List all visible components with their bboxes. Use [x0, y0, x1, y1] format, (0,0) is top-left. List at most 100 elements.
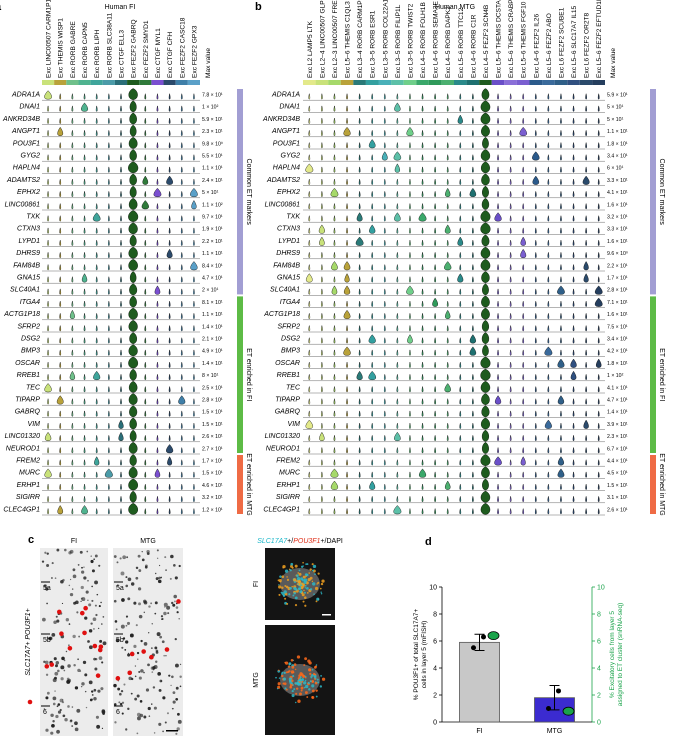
violin	[572, 203, 575, 210]
cluster-label: Exc CTGF ELL3	[119, 30, 126, 78]
violin	[396, 386, 399, 393]
violin	[144, 337, 147, 344]
violin	[595, 358, 602, 368]
violin	[47, 337, 49, 344]
gene-label: DSG2	[281, 336, 300, 343]
violin	[190, 261, 198, 271]
speckle	[56, 619, 60, 623]
violin	[180, 362, 183, 368]
violin	[472, 276, 474, 283]
signal	[286, 671, 290, 674]
violin	[572, 179, 575, 185]
violin	[59, 276, 62, 283]
violin	[57, 505, 64, 515]
speckle	[128, 676, 133, 681]
violin	[396, 179, 399, 185]
signal	[304, 591, 306, 594]
max-value: 1 × 10²	[202, 105, 219, 111]
gene-label: TIPARP	[275, 397, 300, 404]
cluster-color	[554, 80, 568, 85]
violin	[560, 386, 562, 393]
violin	[193, 166, 195, 173]
violin	[47, 459, 49, 466]
speckle	[174, 576, 178, 580]
violin	[409, 252, 411, 259]
violin	[481, 234, 490, 247]
violin	[459, 337, 462, 344]
violin	[409, 374, 411, 381]
violin	[95, 105, 98, 112]
violin	[472, 484, 474, 490]
violin	[560, 203, 562, 210]
signal	[306, 573, 309, 577]
violin	[597, 142, 600, 149]
speckle	[76, 611, 79, 614]
violin	[434, 130, 436, 137]
violin	[321, 423, 323, 429]
violin	[193, 374, 195, 381]
gene-label: GYG2	[21, 153, 41, 160]
violin	[497, 142, 499, 149]
signal	[300, 686, 304, 690]
violin	[597, 264, 600, 271]
signal	[301, 582, 304, 586]
gene-label: LYPD1	[18, 238, 40, 245]
violin	[597, 484, 600, 490]
violin	[497, 166, 499, 173]
violin	[47, 325, 49, 332]
speckle	[54, 690, 56, 692]
violin	[434, 179, 436, 185]
max-value: 9.7 × 10¹	[202, 215, 223, 221]
violin	[434, 288, 436, 295]
violin	[128, 259, 138, 271]
speckle	[92, 617, 97, 622]
cluster-label: Exc L6 FEZF2 SCUBE1	[558, 7, 565, 78]
speckle	[135, 566, 139, 570]
violin	[308, 459, 311, 466]
max-header: Max value	[205, 48, 212, 78]
violin	[168, 203, 171, 210]
speckle	[67, 664, 71, 668]
violin	[71, 496, 74, 503]
speckle	[134, 675, 137, 678]
violin	[497, 154, 499, 161]
violin	[509, 142, 512, 149]
speckle	[119, 692, 122, 696]
speckle	[153, 665, 158, 669]
cluster-color	[567, 80, 580, 85]
violin	[120, 264, 122, 271]
gene-label: MURC	[279, 470, 301, 477]
violin	[597, 166, 600, 173]
violin	[47, 508, 49, 515]
violin	[71, 130, 74, 137]
signal	[306, 587, 309, 590]
violin	[331, 285, 338, 295]
violin	[47, 264, 49, 271]
violin	[522, 337, 525, 344]
violin	[497, 435, 499, 442]
violin	[421, 276, 424, 283]
violin	[358, 227, 361, 234]
speckle	[46, 691, 50, 695]
violin	[434, 313, 436, 320]
violin	[180, 423, 183, 429]
signal	[294, 668, 297, 671]
violin	[421, 362, 424, 368]
signal	[304, 679, 307, 682]
marker	[67, 645, 73, 651]
cluster-label: Exc CTGF MYL1	[155, 28, 162, 78]
violin	[191, 200, 197, 210]
signal	[308, 572, 311, 574]
violin	[120, 227, 122, 234]
violin	[83, 410, 86, 417]
violin	[421, 398, 424, 405]
violin	[358, 410, 361, 417]
speckle	[60, 665, 65, 670]
signal	[292, 671, 295, 674]
y2-point	[562, 706, 575, 716]
violin	[572, 93, 575, 100]
violin	[59, 337, 62, 344]
violin	[497, 264, 499, 271]
signal	[313, 675, 317, 679]
speckle	[56, 548, 60, 552]
